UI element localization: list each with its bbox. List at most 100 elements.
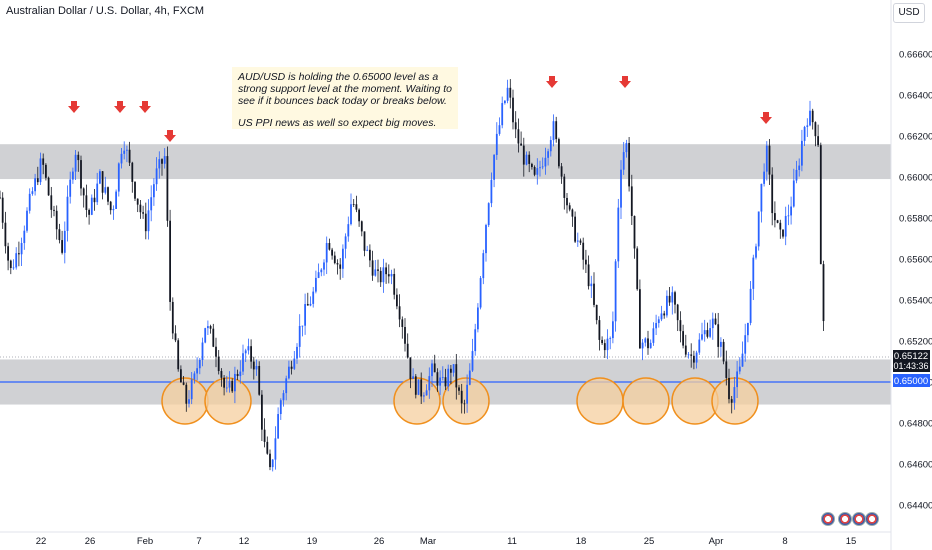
- candle-body: [819, 145, 822, 265]
- candle-body: [439, 377, 441, 386]
- time-tick-label: 26: [374, 536, 385, 547]
- candle-body: [242, 353, 244, 372]
- currency-button[interactable]: USD: [893, 3, 925, 23]
- candle-body: [698, 339, 701, 353]
- candle-body: [614, 261, 617, 322]
- candle-body: [171, 301, 174, 334]
- candle-body: [547, 151, 549, 158]
- down-arrow-icon: [114, 101, 126, 113]
- candle-body: [493, 154, 495, 180]
- candle-body: [701, 334, 703, 340]
- candle-body: [571, 209, 574, 217]
- candle-body: [223, 377, 225, 388]
- candle-body: [795, 169, 798, 181]
- candle-body: [485, 225, 487, 254]
- price-tick-label: 0.64800: [899, 419, 932, 430]
- candle-body: [463, 403, 466, 405]
- candle-body: [601, 339, 603, 344]
- us-flag-icon[interactable]: [852, 512, 866, 526]
- candle-body: [26, 210, 28, 231]
- us-flag-icon[interactable]: [821, 512, 835, 526]
- candle-body: [20, 243, 23, 255]
- candle-body: [644, 338, 647, 343]
- candle-body: [317, 272, 320, 278]
- candle-body: [784, 215, 787, 237]
- candle-body: [0, 197, 1, 199]
- candle-body: [779, 222, 782, 230]
- candle-body: [811, 110, 814, 123]
- price-zones: [0, 144, 891, 405]
- time-axis[interactable]: 22 26 Feb 7 12 19 26 Mar 11 18 25 Apr 8 15: [36, 536, 857, 547]
- candle-body: [239, 371, 242, 377]
- candle-body: [436, 372, 439, 386]
- candle-body: [333, 255, 336, 264]
- candle-body: [126, 149, 128, 151]
- candle-body: [342, 248, 344, 269]
- time-tick-label: 8: [782, 536, 787, 547]
- price-tick-label: 0.66600: [899, 50, 932, 61]
- candle-body: [660, 313, 663, 320]
- candle-body: [15, 253, 18, 268]
- candle-body: [12, 267, 15, 269]
- candle-body: [720, 341, 722, 347]
- candle-body: [657, 319, 660, 324]
- candle-body: [533, 167, 536, 175]
- candle-body: [649, 342, 652, 349]
- candle-body: [744, 335, 747, 354]
- candle-body: [282, 393, 285, 401]
- candle-body: [212, 328, 215, 347]
- price-tick-label: 0.64600: [899, 460, 932, 471]
- candle-body: [728, 377, 730, 400]
- support-touch-circle: [393, 377, 441, 425]
- candle-body: [668, 295, 671, 303]
- candle-body: [228, 380, 231, 388]
- candle-body: [350, 204, 352, 225]
- candle-body: [671, 292, 674, 303]
- candle-body: [339, 264, 342, 269]
- candle-body: [220, 371, 223, 378]
- candle-body: [55, 210, 58, 230]
- candle-body: [576, 240, 579, 242]
- candle-body: [709, 328, 711, 337]
- candle-body: [806, 125, 809, 127]
- us-flag-icon[interactable]: [865, 512, 879, 526]
- candle-body: [231, 380, 234, 392]
- candle-body: [90, 197, 93, 215]
- candle-body: [1, 197, 4, 223]
- candle-body: [466, 384, 468, 404]
- candle-body: [641, 342, 644, 349]
- candle-body: [455, 364, 458, 388]
- candle-body: [525, 154, 528, 165]
- candle-body: [134, 181, 136, 199]
- candle-body: [74, 154, 77, 172]
- candle-body: [757, 211, 760, 247]
- price-axis[interactable]: 0.66600 0.66400 0.66200 0.66000 0.65800 0.656…: [899, 50, 932, 512]
- candle-body: [169, 220, 171, 302]
- price-tick-label: 0.65600: [899, 255, 932, 266]
- resistance-zone: [0, 144, 891, 180]
- annotation-text-1: AUD/USD is holding the 0.65000 level as …: [238, 71, 452, 107]
- candle-body: [655, 323, 657, 329]
- candle-body: [366, 249, 369, 251]
- candle-body: [136, 198, 139, 205]
- us-flag-icon[interactable]: [838, 512, 852, 526]
- annotation-note[interactable]: AUD/USD is holding the 0.65000 level as …: [232, 67, 458, 129]
- candle-body: [512, 97, 514, 123]
- candle-body: [244, 350, 247, 354]
- candle-body: [120, 153, 123, 164]
- candle-body: [549, 140, 552, 152]
- candle-body: [606, 338, 609, 351]
- candle-body: [706, 330, 709, 337]
- candle-body: [412, 376, 414, 379]
- candle-body: [703, 330, 706, 335]
- candle-body: [252, 361, 255, 370]
- candle-body: [406, 343, 409, 358]
- candle-body: [725, 361, 728, 378]
- candle-body: [733, 387, 736, 403]
- candle-body: [612, 321, 614, 339]
- candle-body: [271, 459, 274, 468]
- candle-body: [441, 377, 444, 379]
- candle-body: [628, 143, 630, 187]
- candle-body: [420, 379, 423, 397]
